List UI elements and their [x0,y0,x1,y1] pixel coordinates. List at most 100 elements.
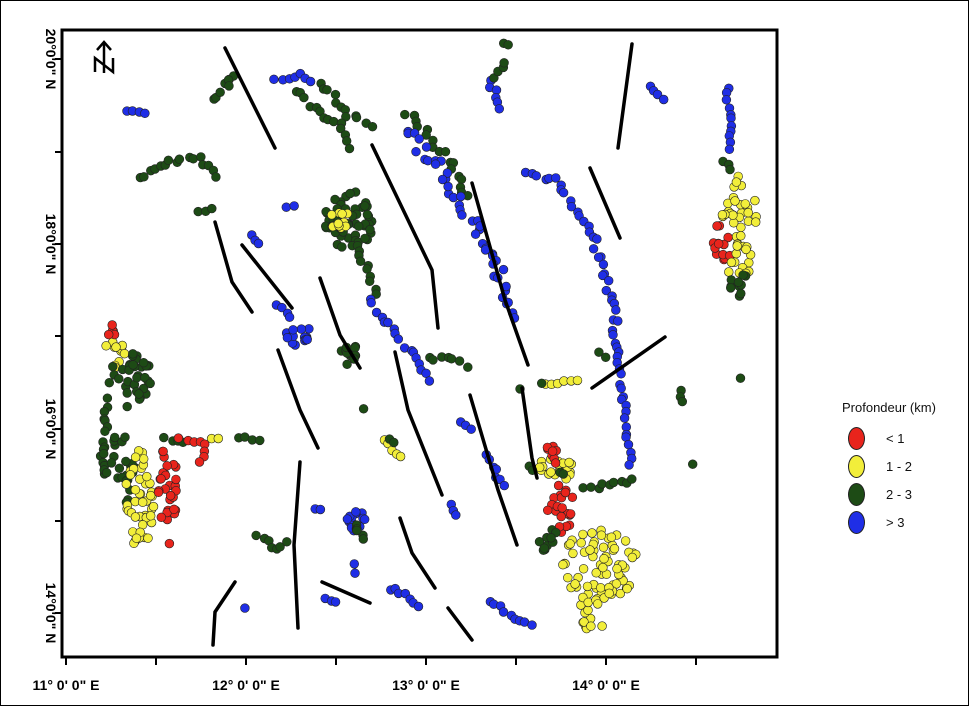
depth-point [627,474,637,484]
depth-point [592,234,602,244]
depth-point [109,432,120,443]
depth-point [351,112,362,123]
depth-point [100,426,110,436]
depth-point [337,209,347,219]
depth-point [454,356,465,366]
depth-legend: Profondeur (km) < 1 1 - 2 2 - 3 > 3 [842,400,967,540]
depth-point [723,232,733,243]
depth-point [731,177,742,187]
depth-point [322,85,332,95]
depth-point [393,334,403,344]
depth-point [499,480,509,491]
depth-point [156,474,166,484]
depth-point [717,210,728,220]
depth-point [277,302,287,313]
depth-point [579,617,589,627]
depth-point [139,172,149,182]
depth-point [365,276,375,286]
depth-point [677,396,687,407]
depth-point [687,459,698,469]
lon-label-14e: 14° 0' 0" E [572,677,640,693]
depth-point [327,210,337,220]
depth-point [608,330,618,340]
fault-line [370,143,440,330]
depth-point [143,533,153,543]
depth-point [106,458,117,468]
depth-point [596,530,607,540]
depth-point [171,474,181,485]
depth-point [730,196,740,206]
depth-point [613,316,623,326]
depth-point [224,81,234,91]
depth-point [624,460,634,470]
depth-point [558,559,568,570]
depth-point [153,487,164,497]
lon-label-13e: 13° 0' 0" E [392,677,460,693]
depth-point [726,257,737,268]
fault-line [320,580,372,605]
depth-point [583,597,593,608]
lat-axis-ticks [55,58,62,614]
depth-point [354,221,364,231]
depth-point [337,242,347,252]
fault-line [276,348,320,450]
depth-point [134,389,144,399]
lat-label-14n: 14°0'0" N [43,583,59,644]
depth-point [736,222,746,233]
depth-point [104,378,115,388]
depth-point [413,601,424,612]
legend-label-1-2: 1 - 2 [886,459,913,474]
depth-point [140,108,150,119]
depth-point [578,529,588,540]
depth-point [498,607,509,617]
depth-point [451,510,461,520]
depth-point [612,563,622,574]
depth-point [558,469,568,479]
depth-point [329,116,339,127]
depth-point [597,621,607,631]
depth-point [603,276,614,286]
depth-point [288,325,298,335]
depth-point [732,241,742,251]
legend-label-lt1: < 1 [886,431,905,446]
depth-point [736,288,746,299]
depth-point [598,542,609,552]
depth-point [131,533,142,543]
lon-label-12e: 12° 0' 0" E [212,677,280,693]
depth-point [608,477,619,488]
depth-point [130,452,141,462]
depth-point [560,487,571,498]
depth-point [440,147,451,157]
depth-point [556,511,566,522]
depth-point [553,480,564,491]
depth-point [430,159,441,169]
depth-point [578,483,588,493]
depth-point [174,154,185,164]
depth-point [604,588,614,598]
depth-point [627,552,637,563]
depth-point [121,479,132,489]
depth-point [367,121,378,132]
depth-point [164,538,175,549]
depth-point [98,449,109,459]
depth-point [119,349,130,359]
depth-point [494,104,504,114]
depth-point [282,537,292,547]
depth-point [128,349,138,359]
depth-point [101,341,111,351]
depth-point [138,497,148,507]
depth-point [275,542,285,552]
fault-line [292,460,302,630]
depth-point [598,562,608,573]
depth-point [121,456,131,467]
depth-point [428,355,438,365]
depth-point [595,583,606,593]
fault-line [446,606,474,642]
depth-point [146,511,156,521]
legend-title: Profondeur (km) [842,400,936,415]
depth-point [586,482,596,492]
depth-point [120,432,130,442]
depth-point [269,74,279,85]
depth-point [173,433,184,443]
